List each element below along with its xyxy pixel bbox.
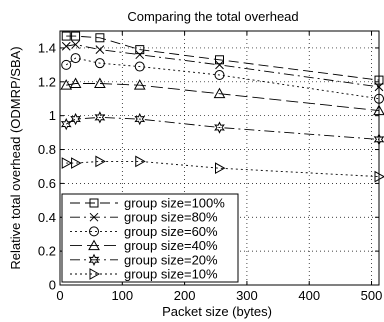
y-tick-label: 0.8 — [38, 142, 56, 157]
axes: 0 100 200 300 400 500 0 0.2 0.4 0.6 0.8 1 1.2 1.4 — [38, 30, 383, 303]
data-point — [135, 50, 145, 60]
y-tick-label: 1 — [49, 108, 56, 123]
series-2 — [61, 40, 384, 92]
series-5 — [60, 111, 384, 146]
x-axis-label: Packet size (bytes) — [162, 304, 272, 319]
x-tick-label: 300 — [236, 288, 258, 303]
x-tick-label: 500 — [361, 288, 383, 303]
data-point — [135, 155, 146, 168]
data-point — [71, 157, 82, 169]
data-point — [61, 31, 71, 41]
legend-entry: group size=20% — [70, 252, 218, 267]
legend-box — [61, 193, 239, 283]
data-point — [61, 157, 73, 169]
data-point — [69, 77, 82, 88]
legend-marker — [89, 226, 99, 237]
series-6 — [61, 155, 384, 183]
series-3 — [61, 53, 384, 104]
series-line — [66, 44, 380, 88]
legend-marker — [89, 198, 99, 208]
data-point — [215, 55, 224, 65]
legend-label: group size=60% — [124, 224, 218, 239]
data-point — [61, 41, 71, 51]
data-point — [95, 33, 105, 43]
series-layer — [60, 31, 384, 183]
legend-entry: group size=60% — [70, 224, 218, 239]
series-line — [66, 160, 380, 178]
chart-title: Comparing the total overhead — [127, 9, 298, 24]
data-point — [213, 87, 226, 99]
y-tick-label: 1.4 — [38, 40, 56, 55]
legend-label: group size=40% — [124, 238, 218, 253]
y-tick-label: 0.6 — [38, 176, 56, 191]
legend-label: group size=10% — [124, 267, 218, 282]
legend-entry: group size=40% — [70, 238, 218, 253]
legend-marker — [89, 268, 101, 280]
legend-label: group size=100% — [124, 196, 225, 211]
y-tick-label: 1.2 — [38, 74, 56, 89]
data-point — [94, 111, 106, 124]
data-point — [134, 112, 146, 126]
legend-marker — [88, 239, 100, 251]
data-point — [71, 31, 81, 41]
data-point — [95, 45, 105, 54]
data-point — [70, 53, 81, 64]
series-line — [65, 116, 380, 140]
data-point — [133, 79, 146, 90]
x-tick-label: 200 — [174, 288, 196, 303]
series-1 — [61, 31, 384, 85]
data-point — [135, 45, 145, 55]
data-point — [61, 59, 72, 70]
data-point — [94, 58, 105, 69]
y-tick-label: 0 — [49, 278, 56, 293]
x-tick-label: 0 — [56, 288, 63, 303]
data-point — [71, 40, 80, 49]
series-line — [66, 35, 380, 81]
data-point — [60, 117, 72, 131]
series-line — [65, 57, 380, 100]
y-tick-label: 0.2 — [38, 244, 56, 259]
legend-marker — [88, 253, 100, 266]
series-4 — [60, 77, 384, 116]
legend: group size=100%group size=80%group size=… — [61, 193, 239, 283]
legend-marker — [89, 212, 99, 222]
legend-label: group size=80% — [124, 210, 218, 225]
legend-entry: group size=100% — [70, 196, 225, 211]
x-tick-label: 400 — [298, 288, 320, 303]
series-line — [66, 83, 380, 112]
legend-entry: group size=10% — [70, 267, 218, 282]
data-point — [215, 162, 226, 175]
data-point — [94, 77, 106, 88]
data-point — [215, 60, 224, 70]
plot-frame — [59, 30, 380, 286]
data-point — [214, 70, 225, 81]
x-tick-label: 100 — [111, 288, 133, 303]
y-tick-label: 0.4 — [38, 210, 56, 225]
legend-label: group size=20% — [124, 252, 218, 267]
data-point — [95, 155, 106, 168]
y-axis-label: Relative total overhead (ODMRP/SBA) — [8, 46, 23, 269]
data-point — [70, 112, 81, 126]
data-point — [134, 61, 145, 72]
data-point — [214, 121, 225, 134]
legend-entry: group size=80% — [70, 210, 218, 225]
data-point — [60, 79, 73, 90]
